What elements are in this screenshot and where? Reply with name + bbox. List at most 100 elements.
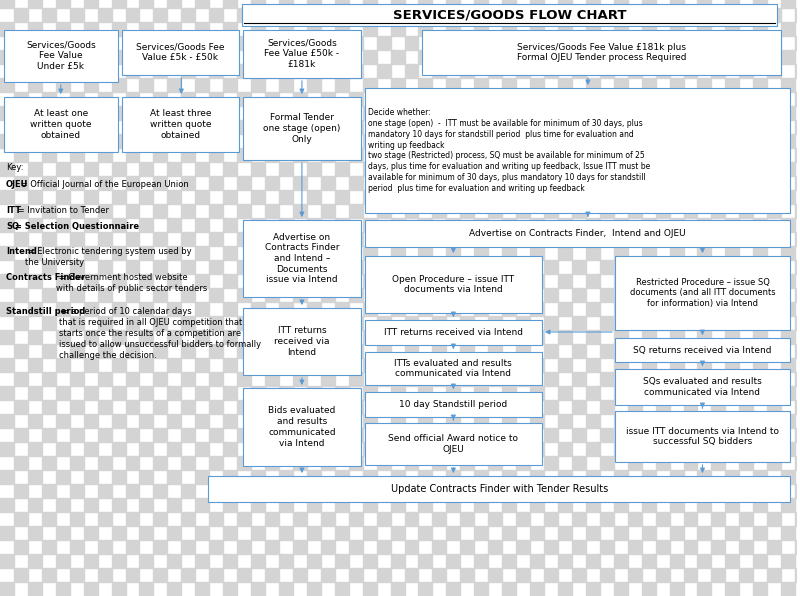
Bar xyxy=(502,526,516,540)
Bar xyxy=(0,22,14,36)
Bar xyxy=(139,442,154,456)
Bar xyxy=(502,218,516,232)
Bar xyxy=(572,428,586,442)
Bar xyxy=(70,344,84,358)
Bar xyxy=(683,372,698,386)
Bar xyxy=(600,512,614,526)
Bar xyxy=(126,316,139,330)
Bar xyxy=(293,148,307,162)
Bar xyxy=(670,246,683,260)
Bar xyxy=(111,414,126,428)
Bar xyxy=(377,232,390,246)
Bar xyxy=(754,498,767,512)
Bar xyxy=(334,526,349,540)
Text: Advertise on
Contracts Finder
and Intend –
Documents
issue via Intend: Advertise on Contracts Finder and Intend… xyxy=(265,232,339,284)
Bar xyxy=(377,204,390,218)
Bar xyxy=(405,512,418,526)
Bar xyxy=(56,526,70,540)
Bar xyxy=(111,218,126,232)
Bar xyxy=(0,442,14,456)
Bar xyxy=(293,8,307,22)
Bar xyxy=(502,134,516,148)
Bar xyxy=(237,540,251,554)
Bar xyxy=(279,134,293,148)
Bar xyxy=(698,358,711,372)
Bar xyxy=(167,218,182,232)
Bar xyxy=(446,330,460,344)
Bar xyxy=(586,554,600,568)
Bar xyxy=(433,428,446,442)
Bar xyxy=(418,134,433,148)
Bar xyxy=(362,330,377,344)
Bar xyxy=(600,260,614,274)
Bar xyxy=(111,162,126,176)
Bar xyxy=(265,8,279,22)
Bar xyxy=(14,8,28,22)
Bar xyxy=(84,218,98,232)
Bar xyxy=(516,344,530,358)
Bar xyxy=(711,372,726,386)
Bar xyxy=(572,176,586,190)
Bar xyxy=(683,204,698,218)
Bar xyxy=(558,162,572,176)
Bar xyxy=(265,540,279,554)
Bar xyxy=(182,400,195,414)
Bar xyxy=(362,22,377,36)
Bar xyxy=(726,554,739,568)
Bar xyxy=(474,302,488,316)
Bar xyxy=(433,456,446,470)
Bar xyxy=(628,288,642,302)
Bar xyxy=(405,92,418,106)
Bar xyxy=(390,78,405,92)
Bar xyxy=(767,232,781,246)
Bar xyxy=(781,554,795,568)
Text: SQ: SQ xyxy=(6,222,19,231)
Bar xyxy=(460,232,474,246)
Bar xyxy=(516,148,530,162)
Bar xyxy=(251,190,265,204)
Bar xyxy=(293,260,307,274)
Bar xyxy=(223,554,237,568)
Bar xyxy=(781,190,795,204)
Bar xyxy=(614,78,628,92)
Bar xyxy=(111,442,126,456)
Bar xyxy=(349,316,362,330)
Bar xyxy=(614,190,628,204)
Bar xyxy=(726,442,739,456)
Bar xyxy=(126,540,139,554)
Bar xyxy=(586,358,600,372)
Bar xyxy=(334,330,349,344)
Bar xyxy=(530,0,544,8)
Bar xyxy=(195,274,210,288)
Bar xyxy=(586,386,600,400)
Bar xyxy=(726,218,739,232)
Bar xyxy=(656,372,670,386)
Bar xyxy=(210,176,223,190)
Bar xyxy=(390,134,405,148)
Bar xyxy=(711,428,726,442)
Bar xyxy=(656,456,670,470)
Bar xyxy=(767,372,781,386)
Bar xyxy=(698,190,711,204)
Bar xyxy=(334,442,349,456)
Bar xyxy=(656,484,670,498)
Bar xyxy=(544,428,558,442)
Bar xyxy=(670,274,683,288)
Bar xyxy=(683,36,698,50)
Bar xyxy=(418,22,433,36)
Bar xyxy=(182,512,195,526)
Bar xyxy=(502,470,516,484)
Bar xyxy=(795,568,800,582)
Bar xyxy=(405,540,418,554)
Bar xyxy=(754,302,767,316)
Bar xyxy=(307,358,321,372)
Bar xyxy=(754,0,767,8)
Bar xyxy=(739,288,754,302)
Bar xyxy=(502,162,516,176)
Bar xyxy=(390,526,405,540)
Bar xyxy=(488,568,502,582)
Bar xyxy=(446,274,460,288)
Bar xyxy=(321,484,334,498)
Bar xyxy=(544,400,558,414)
Bar xyxy=(154,148,167,162)
